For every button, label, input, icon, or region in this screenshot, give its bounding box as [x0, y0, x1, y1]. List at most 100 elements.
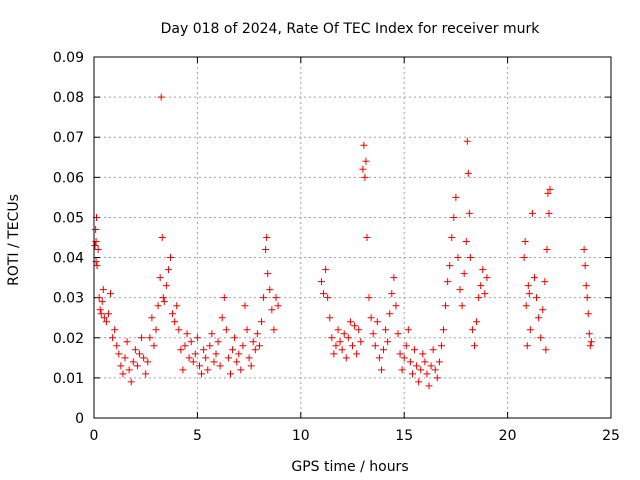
data-point — [458, 302, 466, 310]
data-point — [173, 302, 181, 310]
data-point — [365, 294, 373, 302]
data-point — [539, 306, 547, 314]
data-point — [386, 310, 394, 318]
y-tick-label: 0.02 — [53, 331, 84, 347]
data-point — [353, 350, 361, 358]
data-point — [146, 334, 154, 342]
data-point — [431, 366, 439, 374]
data-point — [198, 370, 206, 378]
data-point — [468, 326, 476, 334]
data-point — [388, 290, 396, 298]
plot-frame — [93, 56, 612, 419]
data-point — [226, 370, 234, 378]
data-point — [520, 254, 528, 262]
data-point — [169, 310, 177, 318]
data-point — [334, 326, 342, 334]
data-point — [523, 342, 531, 350]
data-point — [442, 302, 450, 310]
data-point — [224, 354, 232, 362]
data-point — [545, 209, 553, 217]
data-point — [222, 326, 230, 334]
data-point — [543, 246, 551, 254]
data-point — [411, 346, 419, 354]
data-point — [208, 330, 216, 338]
data-point — [367, 314, 375, 322]
data-point — [349, 342, 356, 350]
data-point — [462, 238, 470, 246]
data-point — [229, 346, 237, 354]
x-tick-label: 15 — [395, 428, 413, 444]
data-point — [521, 238, 529, 246]
data-point — [251, 346, 259, 354]
data-point — [406, 358, 414, 366]
y-tick-label: 0.04 — [53, 251, 84, 267]
data-point — [413, 362, 421, 370]
data-point — [336, 338, 344, 346]
data-point — [247, 362, 255, 370]
data-point — [526, 326, 534, 334]
data-point — [448, 234, 456, 241]
data-point — [133, 362, 141, 370]
data-point — [164, 266, 172, 274]
data-point — [471, 342, 479, 350]
data-point — [522, 302, 530, 310]
y-tick-label: 0 — [75, 411, 84, 427]
data-point — [481, 290, 489, 298]
data-point — [131, 346, 139, 354]
data-point — [342, 354, 350, 362]
axis-ticks: 0 0.01 0.02 0.03 0.04 0.05 0.06 0.07 0.08 0.09 0 5 1… — [53, 50, 620, 444]
data-point — [433, 374, 441, 382]
data-point — [320, 290, 328, 298]
data-point — [466, 254, 474, 262]
data-point — [113, 342, 121, 350]
data-point — [104, 310, 112, 318]
data-point — [400, 354, 408, 362]
data-point — [390, 274, 398, 282]
data-point — [117, 362, 125, 370]
data-point — [580, 246, 588, 254]
data-point — [109, 334, 117, 342]
data-point — [274, 302, 282, 310]
data-point — [351, 322, 359, 330]
data-point — [154, 302, 162, 310]
data-point — [419, 350, 427, 358]
data-point — [371, 342, 379, 350]
data-point — [233, 358, 241, 366]
data-point — [584, 310, 592, 318]
chart-title: Day 018 of 2024, Rate Of TEC Index for r… — [161, 21, 541, 37]
y-axis-label: ROTI / TECUs — [6, 194, 22, 286]
data-point — [585, 330, 593, 338]
data-point — [96, 306, 104, 314]
data-point — [373, 318, 381, 326]
data-point — [253, 330, 261, 338]
data-point — [177, 346, 185, 354]
data-point — [317, 278, 325, 286]
y-tick-label: 0.08 — [53, 90, 84, 106]
x-tick-label: 25 — [602, 428, 620, 444]
data-point — [162, 282, 170, 290]
data-point — [535, 314, 543, 322]
data-point — [437, 342, 445, 350]
data-point — [332, 342, 340, 350]
data-point — [249, 338, 257, 346]
y-tick-label: 0.03 — [53, 291, 84, 307]
y-tick-label: 0.07 — [53, 130, 84, 146]
y-tick-label: 0.05 — [53, 210, 84, 226]
data-point — [408, 370, 416, 378]
data-point — [475, 294, 483, 302]
data-point — [175, 326, 183, 334]
data-point — [583, 294, 591, 302]
data-point — [150, 342, 158, 350]
data-point — [270, 326, 278, 334]
data-point — [346, 318, 354, 326]
data-point — [582, 282, 590, 290]
data-point — [456, 286, 464, 294]
data-point — [167, 254, 175, 262]
data-point — [243, 326, 251, 334]
data-point — [429, 346, 437, 354]
data-point — [138, 334, 146, 342]
data-point — [581, 262, 589, 270]
data-point — [97, 310, 105, 318]
data-point — [533, 294, 541, 302]
